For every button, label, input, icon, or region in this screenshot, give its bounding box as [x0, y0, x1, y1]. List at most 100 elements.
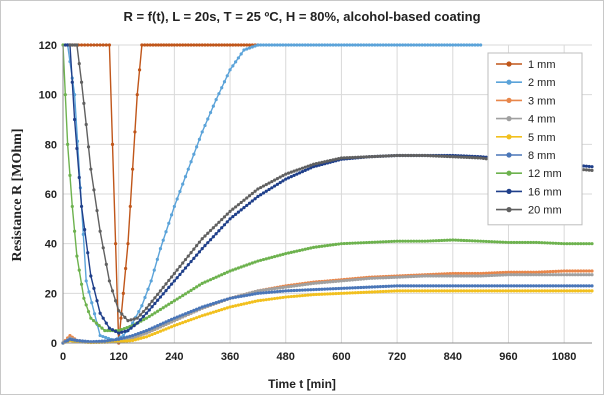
data-point — [203, 304, 207, 308]
data-point — [77, 62, 81, 66]
data-point — [531, 289, 536, 293]
data-point — [300, 170, 305, 174]
data-point — [178, 43, 182, 47]
data-point — [303, 288, 307, 292]
legend-swatch-marker — [506, 134, 512, 140]
data-point — [245, 263, 249, 267]
data-point — [370, 285, 374, 289]
data-point — [264, 257, 268, 261]
data-point — [211, 43, 215, 47]
data-point — [378, 285, 382, 289]
data-point — [356, 155, 360, 159]
data-point — [362, 277, 366, 281]
data-point — [582, 168, 586, 172]
data-point — [164, 304, 168, 308]
data-point — [300, 293, 305, 298]
data-point — [467, 284, 472, 288]
data-point — [445, 43, 449, 47]
data-point — [473, 239, 477, 243]
data-point — [453, 274, 458, 278]
data-point — [98, 43, 102, 47]
data-point — [579, 284, 583, 288]
data-point — [323, 280, 327, 285]
data-point — [437, 43, 441, 47]
data-point — [275, 286, 279, 290]
data-point — [584, 289, 589, 293]
data-point — [345, 43, 349, 47]
data-point — [531, 240, 536, 245]
data-point — [584, 284, 589, 288]
data-point — [117, 331, 121, 335]
data-point — [498, 270, 502, 275]
data-point — [570, 284, 575, 288]
data-point — [498, 289, 502, 293]
data-point — [428, 43, 433, 47]
data-point — [217, 274, 221, 278]
data-point — [423, 274, 427, 278]
data-point — [164, 43, 169, 47]
data-point — [111, 338, 115, 342]
data-point — [465, 284, 469, 288]
data-point — [448, 271, 452, 276]
data-point — [70, 43, 74, 47]
data-point — [245, 203, 249, 208]
data-point — [138, 313, 142, 317]
data-point — [158, 329, 163, 333]
data-point — [414, 284, 419, 288]
data-point — [476, 289, 480, 293]
data-point — [579, 273, 583, 277]
data-point — [95, 299, 99, 303]
data-point — [152, 268, 156, 272]
data-point — [200, 237, 204, 241]
data-point — [442, 43, 447, 47]
data-point — [214, 98, 218, 102]
data-point — [314, 43, 318, 47]
data-point — [86, 43, 90, 47]
data-point — [504, 273, 508, 277]
data-point — [158, 295, 163, 299]
data-point — [231, 268, 235, 272]
data-point — [420, 153, 424, 158]
data-point — [203, 234, 207, 238]
data-point — [320, 43, 324, 47]
data-point — [417, 284, 421, 288]
legend-swatch-marker — [506, 116, 512, 122]
data-point — [133, 335, 137, 339]
data-point — [479, 271, 483, 276]
data-point — [214, 232, 218, 236]
data-point — [389, 284, 394, 288]
data-point — [311, 43, 316, 47]
data-point — [225, 270, 229, 274]
data-point — [181, 43, 185, 47]
data-point — [556, 269, 561, 273]
data-point — [220, 226, 224, 230]
data-point — [412, 284, 416, 288]
data-point — [512, 284, 516, 288]
data-point — [105, 339, 110, 343]
data-point — [501, 284, 505, 288]
data-point — [470, 289, 474, 293]
data-point — [387, 239, 391, 244]
data-point — [543, 270, 547, 274]
data-point — [123, 329, 127, 334]
data-point — [286, 289, 291, 293]
data-point — [136, 337, 140, 341]
data-point — [161, 285, 165, 289]
data-point — [456, 284, 460, 288]
x-tick-label: 240 — [165, 351, 183, 363]
data-point — [504, 289, 508, 293]
data-point — [529, 273, 533, 277]
data-point — [309, 166, 313, 170]
data-point — [275, 177, 279, 181]
data-point — [197, 43, 202, 47]
data-point — [456, 271, 460, 276]
data-point — [334, 242, 338, 247]
data-point — [456, 274, 460, 278]
data-point — [331, 158, 335, 162]
data-point — [208, 278, 213, 282]
data-point — [345, 241, 349, 246]
y-tick-label: 0 — [51, 338, 57, 350]
data-point — [459, 271, 463, 276]
data-point — [331, 292, 335, 296]
data-point — [573, 284, 577, 288]
